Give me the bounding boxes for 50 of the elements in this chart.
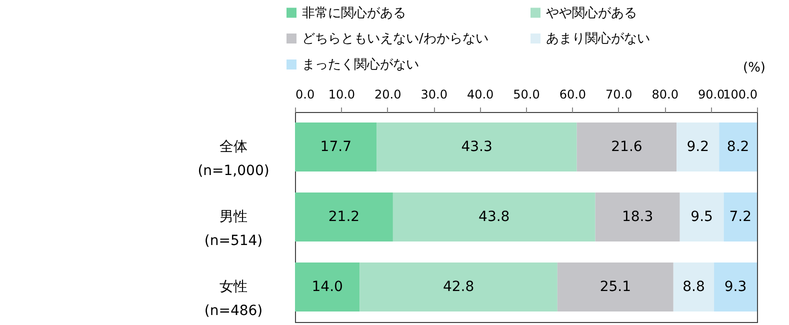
legend-label: あまり関心がない bbox=[546, 30, 650, 46]
data-label: 17.7 bbox=[320, 139, 352, 155]
data-label: 9.2 bbox=[686, 139, 709, 155]
bar bbox=[724, 192, 757, 242]
bar bbox=[673, 262, 714, 312]
bar bbox=[676, 122, 720, 172]
bar bbox=[295, 122, 377, 172]
x-tick-label: 100.0 bbox=[723, 88, 758, 102]
data-label: 25.1 bbox=[600, 279, 631, 295]
x-tick-label: 80.0 bbox=[652, 88, 678, 102]
bar bbox=[295, 192, 393, 242]
x-tick-label: 60.0 bbox=[559, 88, 586, 102]
bar bbox=[714, 262, 757, 312]
bar bbox=[360, 262, 558, 312]
bar bbox=[295, 262, 360, 312]
data-label: 14.0 bbox=[312, 279, 343, 295]
x-tick-label: 30.0 bbox=[420, 88, 448, 102]
data-label: 43.3 bbox=[461, 139, 492, 155]
x-tick-label: 40.0 bbox=[466, 88, 494, 102]
data-label: 7.2 bbox=[729, 209, 752, 225]
data-label: 21.6 bbox=[611, 139, 642, 155]
bar bbox=[392, 192, 596, 242]
bar bbox=[719, 122, 757, 172]
legend-label: どちらともいえない/わからない bbox=[302, 32, 488, 46]
y-tick-label: 男性 (n=514) bbox=[204, 209, 263, 249]
data-label: 18.3 bbox=[622, 209, 654, 225]
x-axis-title: (%) bbox=[743, 60, 766, 76]
x-tick-label: 20.0 bbox=[374, 88, 402, 102]
bar bbox=[576, 122, 677, 172]
data-label: 8.8 bbox=[682, 279, 705, 295]
bar bbox=[595, 192, 680, 242]
y-tick-label: 女性 (n=486) bbox=[204, 279, 263, 319]
x-tick-label: 50.0 bbox=[513, 88, 540, 102]
data-label: 9.5 bbox=[690, 209, 713, 225]
bar bbox=[376, 122, 577, 172]
legend-label: 非常に関心がある bbox=[302, 4, 406, 21]
bar bbox=[557, 262, 674, 312]
x-tick-label: 70.0 bbox=[606, 88, 632, 102]
bar bbox=[680, 192, 724, 242]
legend-label: まったく関心がない bbox=[302, 56, 419, 72]
legend-label: やや関心がある bbox=[546, 4, 637, 21]
data-label: 43.8 bbox=[478, 209, 510, 225]
x-tick-label: 10.0 bbox=[328, 88, 356, 102]
data-label: 42.8 bbox=[442, 279, 474, 295]
data-label: 21.2 bbox=[328, 209, 360, 225]
x-tick-label: 0.0 bbox=[296, 88, 315, 102]
x-tick-label: 90.0 bbox=[698, 88, 725, 102]
y-tick-label: 全体 (n=1,000) bbox=[198, 139, 270, 179]
data-label: 8.2 bbox=[726, 139, 750, 155]
data-label: 9.3 bbox=[724, 279, 747, 295]
